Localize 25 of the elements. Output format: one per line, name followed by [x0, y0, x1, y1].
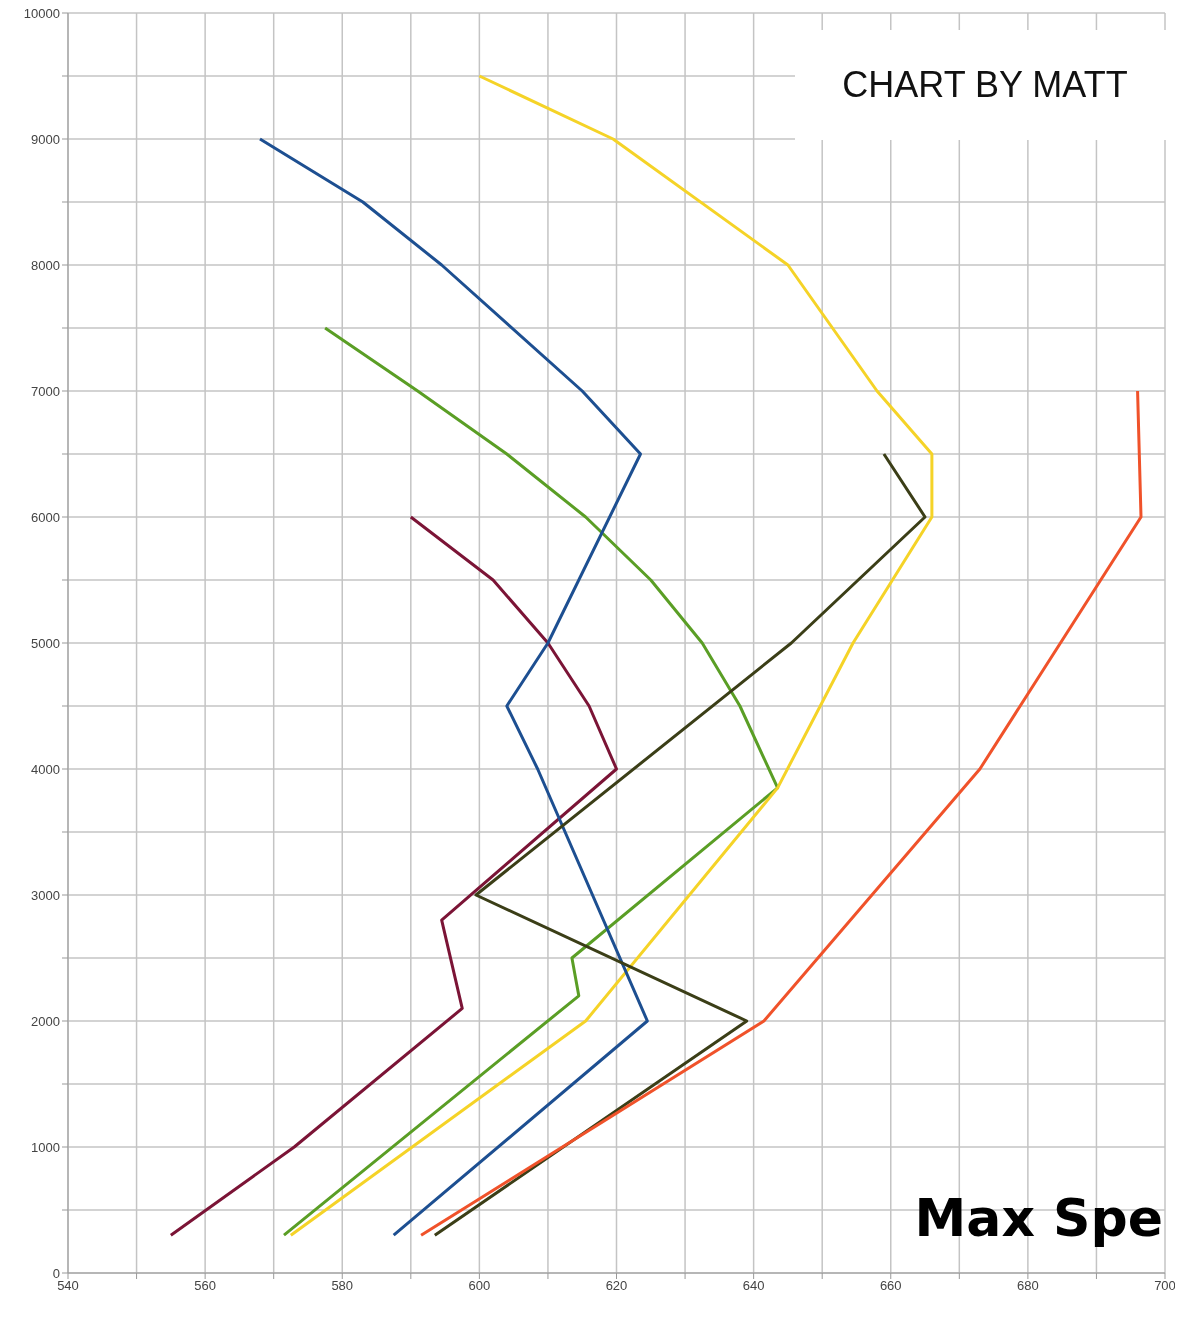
annotation: CHART BY MATT [795, 30, 1175, 140]
x-tick-label: 700 [1154, 1278, 1176, 1294]
x-tick-label: 620 [605, 1278, 628, 1294]
x-tick-label: 680 [1017, 1278, 1039, 1294]
y-tick-label: 2000 [31, 1013, 60, 1029]
line-series [169, 515, 618, 1237]
annotation: Max Spe [914, 1188, 1163, 1248]
x-tick-label: 560 [194, 1278, 216, 1294]
y-tick-label: 3000 [31, 887, 60, 903]
y-tick-label: 9000 [31, 131, 60, 147]
line-series [258, 137, 649, 1237]
line-series [282, 326, 780, 1237]
y-tick-label: 7000 [31, 383, 60, 399]
y-tick-label: 6000 [31, 509, 60, 525]
y-tick-label: 0 [52, 1265, 60, 1281]
x-tick-label: 640 [742, 1278, 765, 1294]
x-tick-label: 600 [468, 1278, 491, 1294]
y-tick-label: 5000 [31, 635, 60, 651]
x-tick-label: 580 [331, 1278, 354, 1294]
x-tick-label: 540 [57, 1278, 79, 1294]
y-tick-label: 4000 [31, 761, 60, 777]
y-tick-label: 8000 [31, 257, 60, 273]
y-tick-label: 10000 [23, 5, 60, 21]
y-tick-label: 1000 [31, 1139, 60, 1155]
x-tick-label: 660 [879, 1278, 902, 1294]
